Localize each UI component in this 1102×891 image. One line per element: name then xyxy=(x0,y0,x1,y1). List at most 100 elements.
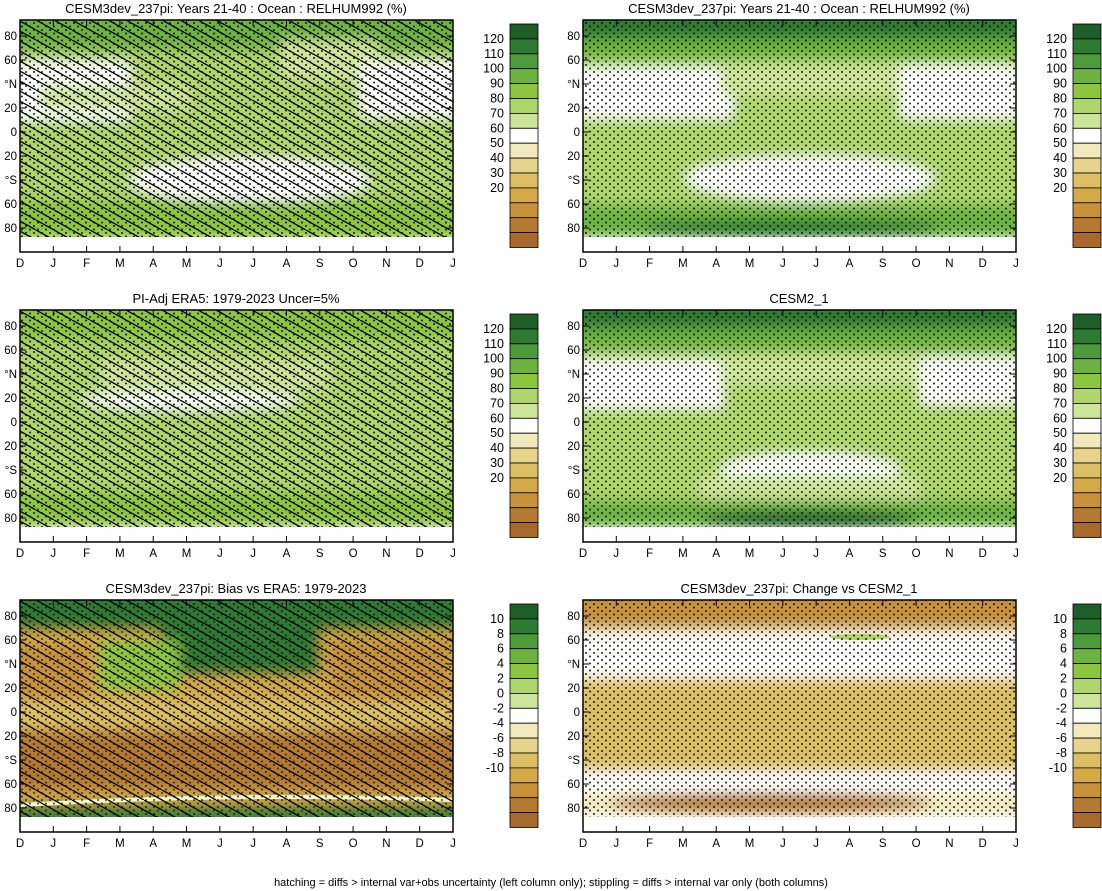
y-tick-label: 0 xyxy=(574,417,580,429)
y-tick-label: °S xyxy=(568,755,581,767)
x-tick-label: A xyxy=(283,838,291,850)
colorbar-swatch xyxy=(1072,358,1102,375)
panel-4-stippling xyxy=(583,310,1016,527)
x-tick-label: A xyxy=(149,838,157,850)
panel-5-y-axis: 80 60 °N 20 0 20 °S 60 80 xyxy=(4,611,453,815)
panel-3-y-axis: 80 60 °N 20 0 20 °S 60 80 xyxy=(4,321,453,525)
colorbar-label: -10 xyxy=(1049,761,1067,775)
colorbar-label: 8 xyxy=(1060,627,1067,641)
x-tick-label: S xyxy=(879,548,887,560)
colorbar-label: -4 xyxy=(1056,716,1067,730)
y-tick-label: 80 xyxy=(567,611,580,623)
colorbar-swatch xyxy=(509,343,539,360)
x-tick-label: M xyxy=(115,548,125,560)
colorbar-label: -2 xyxy=(493,701,504,715)
colorbar-swatch xyxy=(509,388,539,404)
colorbar-swatch xyxy=(509,68,539,84)
colorbar-swatch xyxy=(509,313,539,330)
footnote: hatching = diffs > internal var+obs unce… xyxy=(274,877,828,889)
x-tick-label: D xyxy=(579,838,587,850)
panel-1-title: CESM3dev_237pi: Years 21-40 : Ocean : RE… xyxy=(65,1,407,16)
colorbar-label: 60 xyxy=(490,121,504,135)
panel-1-field xyxy=(20,20,453,252)
x-tick-label: M xyxy=(115,838,125,850)
panel-1-frame xyxy=(19,19,454,253)
colorbar-swatch xyxy=(1072,187,1102,204)
x-tick-label: N xyxy=(382,838,390,850)
y-tick-label: 80 xyxy=(4,31,17,43)
x-tick-label: M xyxy=(182,838,192,850)
colorbar-label: 90 xyxy=(1053,367,1067,381)
colorbar-label: 110 xyxy=(1047,47,1067,61)
colorbar-label: 70 xyxy=(1053,396,1067,410)
region-antarctic-mask xyxy=(583,527,1016,542)
x-tick-label: J xyxy=(813,838,819,850)
colorbar-label: -2 xyxy=(1056,701,1067,715)
colorbar-label: 50 xyxy=(490,426,504,440)
panel-1-stippling xyxy=(20,20,453,237)
x-tick-label: N xyxy=(945,838,953,850)
y-tick-label: 60 xyxy=(4,779,17,791)
panel-5-title: CESM3dev_237pi: Bias vs ERA5: 1979-2023 xyxy=(106,581,367,596)
y-tick-label: 60 xyxy=(4,199,17,211)
colorbar-label: 120 xyxy=(483,322,504,336)
y-tick-label: 60 xyxy=(567,345,580,357)
x-tick-label: N xyxy=(382,258,390,270)
colorbar-label: 20 xyxy=(1053,181,1067,195)
colorbar-swatch xyxy=(509,447,539,464)
y-tick-label: 0 xyxy=(11,417,17,429)
x-tick-label: J xyxy=(613,548,619,560)
panel-6-title: CESM3dev_237pi: Change vs CESM2_1 xyxy=(680,581,917,596)
colorbar-label: 120 xyxy=(1046,32,1067,46)
x-tick-label: D xyxy=(16,838,24,850)
panel-4-title: CESM2_1 xyxy=(769,291,828,306)
colorbar-swatch xyxy=(509,142,539,159)
colorbar-label: 80 xyxy=(490,382,504,396)
y-tick-label: 60 xyxy=(4,489,17,501)
x-tick-label: A xyxy=(149,258,157,270)
x-tick-label: A xyxy=(712,838,720,850)
y-tick-label: 20 xyxy=(567,683,580,695)
y-tick-label: 80 xyxy=(4,803,17,815)
colorbar-swatch xyxy=(1072,83,1102,99)
x-tick-label: S xyxy=(316,838,324,850)
y-tick-label: 60 xyxy=(567,55,580,67)
colorbar-swatch xyxy=(1072,113,1102,129)
x-tick-label: J xyxy=(613,838,619,850)
colorbar-label: 2 xyxy=(497,672,504,686)
colorbar-label: 80 xyxy=(490,92,504,106)
colorbar-label: 8 xyxy=(497,627,504,641)
colorbar-swatch xyxy=(1072,373,1102,389)
colorbar-swatch xyxy=(1072,53,1102,70)
panel-1: CESM3dev_237pi: Years 21-40 : Ocean : RE… xyxy=(4,1,456,270)
panel-2-title: CESM3dev_237pi: Years 21-40 : Ocean : RE… xyxy=(628,1,970,16)
colorbar-swatch xyxy=(509,202,539,219)
colorbar-swatch xyxy=(509,358,539,375)
panel-1-y-axis: 80 60 °N 20 0 20 °S 60 80 xyxy=(4,31,453,235)
colorbar-swatch xyxy=(509,767,539,784)
colorbar-label: 4 xyxy=(497,657,504,671)
y-tick-label: °S xyxy=(568,175,581,187)
y-tick-label: 60 xyxy=(4,635,17,647)
x-tick-label: M xyxy=(745,258,755,270)
panel-4-y-axis: 80 60 °N 20 0 20 °S 60 80 xyxy=(567,321,1016,525)
colorbar-label: 70 xyxy=(490,396,504,410)
colorbar-swatch xyxy=(1072,693,1102,709)
colorbar-swatch xyxy=(509,217,539,233)
colorbar-label: 120 xyxy=(1046,322,1067,336)
x-tick-label: O xyxy=(349,548,358,560)
x-tick-label: J xyxy=(450,548,456,560)
colorbar-label: 30 xyxy=(1053,456,1067,470)
panel-5: CESM3dev_237pi: Bias vs ERA5: 1979-2023 … xyxy=(4,581,456,850)
panel-5-field xyxy=(20,600,453,832)
x-tick-label: J xyxy=(780,258,786,270)
panel-3-frame xyxy=(19,309,454,543)
colorbar-label: 40 xyxy=(1053,151,1067,165)
y-tick-label: 80 xyxy=(567,223,580,235)
colorbar-swatch xyxy=(1072,507,1102,524)
panel-6-frame xyxy=(582,599,1017,833)
